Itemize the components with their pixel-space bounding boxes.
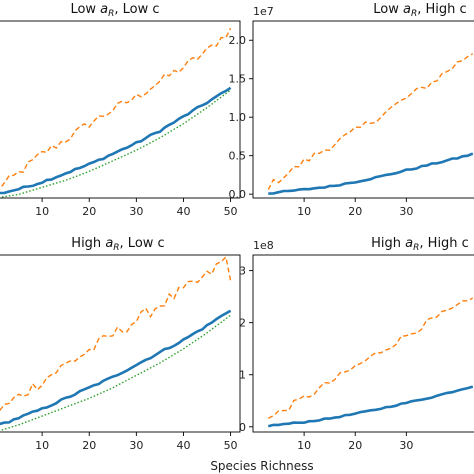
y-tick-label: 0 xyxy=(239,421,246,434)
figure-xlabel: Species Richness xyxy=(210,459,313,473)
panel-1: Low aR, Low c 10 20 30 40 50 xyxy=(0,2,241,218)
panel-title: High aR, High c xyxy=(371,236,469,253)
series-solid-line xyxy=(0,309,232,426)
x-tick-label: 30 xyxy=(129,205,143,218)
x-tick-label: 50 xyxy=(224,205,238,218)
axes-frame xyxy=(0,254,241,433)
x-tick-label: 30 xyxy=(399,205,413,218)
x-tick-label: 10 xyxy=(297,205,311,218)
x-tick-label: 20 xyxy=(82,205,96,218)
axes-frame xyxy=(0,20,241,199)
x-tick-label: 30 xyxy=(399,439,413,452)
x-tick-label: 40 xyxy=(176,205,190,218)
panel-title: Low aR, High c xyxy=(373,2,466,19)
y-tick-label: 3 xyxy=(239,265,246,278)
panel-title: High aR, Low c xyxy=(71,236,164,253)
x-tick-label: 20 xyxy=(348,439,362,452)
series-dashed-line xyxy=(0,255,232,412)
x-tick-label: 30 xyxy=(129,439,143,452)
x-tick-label: 20 xyxy=(82,439,96,452)
axes-frame xyxy=(252,20,474,199)
y-tick-label: 2 xyxy=(239,317,246,330)
series-solid-line xyxy=(0,86,232,195)
y-exponent-label: 1e7 xyxy=(253,5,274,18)
y-tick-label: 1.0 xyxy=(229,111,247,124)
y-tick-label: 2.0 xyxy=(229,34,247,47)
x-tick-label: 10 xyxy=(35,205,49,218)
x-tick-label: 50 xyxy=(224,439,238,452)
series-solid-line xyxy=(267,385,474,428)
panel-3: High aR, Low c 10 20 30 40 50 xyxy=(0,236,241,452)
series-dashed-line xyxy=(0,27,232,190)
y-tick-label: 1 xyxy=(239,369,246,382)
panel-4: High aR, High c 10 20 30 0 1 2 3 1e8 xyxy=(239,236,474,452)
panel-2: Low aR, High c 10 20 30 0.0 0.5 1.0 1.5 2.0 1e7 xyxy=(229,2,474,218)
x-tick-label: 20 xyxy=(348,205,362,218)
axes-frame xyxy=(252,254,474,433)
y-tick-label: 0.5 xyxy=(229,150,247,163)
y-exponent-label: 1e8 xyxy=(253,239,274,252)
x-tick-label: 10 xyxy=(297,439,311,452)
series-solid-line xyxy=(268,152,474,195)
series-dashed-line xyxy=(267,53,474,190)
x-tick-label: 10 xyxy=(35,439,49,452)
panel-title: Low aR, Low c xyxy=(70,2,159,19)
y-tick-label: 1.5 xyxy=(229,73,247,86)
y-tick-label: 0.0 xyxy=(229,188,247,201)
x-tick-label: 40 xyxy=(176,439,190,452)
series-dashed-line xyxy=(267,297,474,419)
